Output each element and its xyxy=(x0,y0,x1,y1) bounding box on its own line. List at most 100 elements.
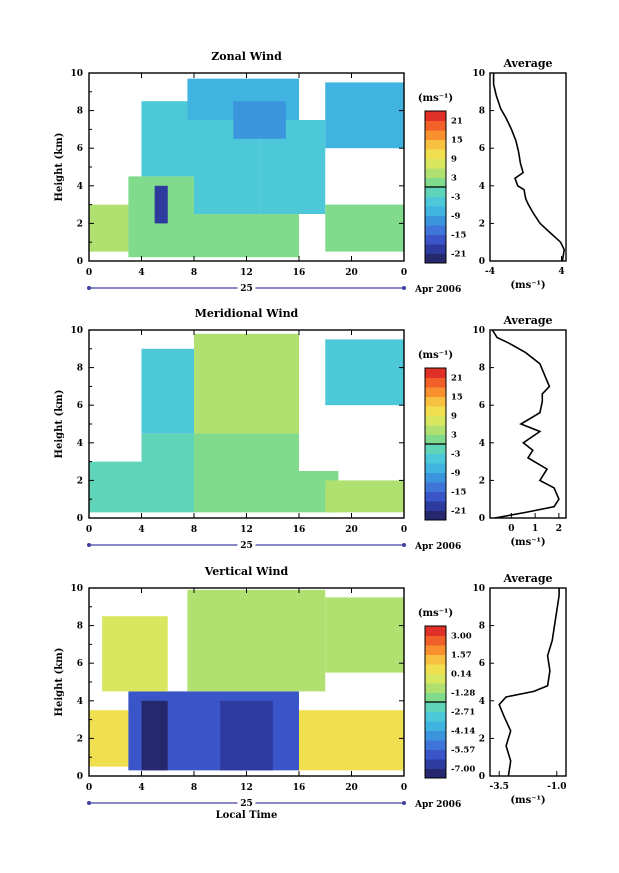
day-marker xyxy=(87,801,91,805)
y-tick-label: 8 xyxy=(77,622,83,632)
profile-y-tick-label: 4 xyxy=(479,439,485,449)
colorbar-swatch xyxy=(425,664,446,674)
colorbar-swatch xyxy=(425,702,446,712)
colorbar-swatch xyxy=(425,215,446,226)
x-tick-label: 0 xyxy=(86,525,92,535)
date-label: Apr 2006 xyxy=(414,542,461,552)
heatmap-cell xyxy=(194,433,299,513)
colorbar-swatch xyxy=(425,149,446,159)
heatmap-cell xyxy=(141,700,168,771)
date-label: Apr 2006 xyxy=(414,800,461,810)
y-tick-label: 2 xyxy=(77,476,83,486)
x-tick-label: 8 xyxy=(191,268,197,278)
heatmap-cell xyxy=(325,597,404,673)
colorbar-swatch xyxy=(425,683,446,693)
y-tick-label: 4 xyxy=(77,697,83,707)
y-tick-label: 4 xyxy=(77,439,83,449)
y-tick-label: 2 xyxy=(77,219,83,229)
heatmap-cell xyxy=(141,348,194,434)
profile-title: Average xyxy=(502,314,552,327)
y-tick-label: 6 xyxy=(77,144,83,154)
date-label: Apr 2006 xyxy=(414,285,461,295)
colorbar-swatch xyxy=(425,130,446,140)
colorbar-swatch xyxy=(425,453,446,464)
colorbar-swatch xyxy=(425,654,446,665)
heatmap-field xyxy=(89,333,404,513)
y-tick-label: 0 xyxy=(77,772,83,782)
x-tick-label: 20 xyxy=(345,783,358,793)
profile-x-tick-label: -1.0 xyxy=(547,782,566,792)
profile-y-tick-label: 0 xyxy=(479,257,485,267)
colorbar-swatch xyxy=(425,225,446,235)
colorbar-tick-label: -5.57 xyxy=(451,746,475,756)
y-tick-label: 0 xyxy=(77,514,83,524)
colorbar-tick-label: -7.00 xyxy=(451,765,475,775)
colorbar: (ms⁻¹) 21 15 9 3 -3 -9 -15 -21 xyxy=(418,350,466,521)
profile-y-tick-label: 6 xyxy=(479,144,485,154)
heatmap-cell xyxy=(154,185,168,224)
x-tick-label: 0 xyxy=(401,525,407,535)
colorbar-tick-label: -9 xyxy=(451,469,461,479)
profile-frame xyxy=(489,587,567,777)
colorbar-units: (ms⁻¹) xyxy=(418,93,453,104)
colorbar-swatch xyxy=(425,187,446,197)
colorbar-tick-label: -21 xyxy=(451,507,466,517)
profile-x-tick-label: -3.5 xyxy=(490,782,509,792)
colorbar-swatch xyxy=(425,177,446,188)
colorbar-swatch xyxy=(425,434,446,445)
colorbar-swatch xyxy=(425,158,446,169)
colorbar: (ms⁻¹) 21 15 9 3 -3 -9 -15 -21 xyxy=(418,93,466,264)
colorbar: (ms⁻¹) 3.00 1.57 0.14 -1.28 -2.71 -4.14 -5.57 -7… xyxy=(418,608,475,779)
colorbar-tick-label: 1.57 xyxy=(451,651,472,661)
x-tick-label: 0 xyxy=(86,783,92,793)
y-tick-label: 6 xyxy=(77,659,83,669)
colorbar-swatch xyxy=(425,749,446,760)
colorbar-swatch xyxy=(425,111,446,121)
colorbar-swatch xyxy=(425,234,446,245)
profile-y-tick-label: 4 xyxy=(479,697,485,707)
heatmap-cell xyxy=(194,214,299,258)
colorbar-tick-label: 21 xyxy=(451,374,463,384)
colorbar-swatch xyxy=(425,626,446,636)
colorbar-tick-label: -3 xyxy=(451,193,461,203)
y-tick-label: 10 xyxy=(70,69,83,79)
x-tick-label: 0 xyxy=(401,268,407,278)
profile-y-tick-label: 0 xyxy=(479,514,485,524)
colorbar-swatch xyxy=(425,645,446,655)
day-marker xyxy=(402,286,406,290)
profile-title: Average xyxy=(502,572,552,585)
panel-title: Zonal Wind xyxy=(211,50,282,63)
profile-x-label: (ms⁻¹) xyxy=(510,280,545,291)
heatmap-cell xyxy=(89,710,129,767)
x-tick-label: 0 xyxy=(401,783,407,793)
x-tick-label: 12 xyxy=(240,268,253,278)
heatmap-cell xyxy=(102,616,168,692)
colorbar-swatch xyxy=(425,472,446,483)
heatmap-cell xyxy=(187,589,326,692)
day-marker xyxy=(402,801,406,805)
colorbar-swatch xyxy=(425,721,446,731)
y-tick-label: 10 xyxy=(70,326,83,336)
profile-title: Average xyxy=(502,57,552,70)
x-tick-label: 20 xyxy=(345,268,358,278)
colorbar-tick-label: 15 xyxy=(451,136,463,146)
colorbar-swatch xyxy=(425,692,446,703)
colorbar-tick-label: -15 xyxy=(451,488,466,498)
heatmap-cell xyxy=(194,333,299,434)
colorbar-tick-label: 9 xyxy=(451,412,457,422)
colorbar-swatch xyxy=(425,368,446,378)
x-tick-label: 12 xyxy=(240,783,253,793)
profile-x-tick-label: 0 xyxy=(508,524,514,534)
colorbar-tick-label: 3 xyxy=(451,431,457,441)
colorbar-swatch xyxy=(425,673,446,684)
x-axis-label: Local Time xyxy=(216,810,278,821)
colorbar-tick-label: -9 xyxy=(451,212,461,222)
profile-x-tick-label: -4 xyxy=(485,267,495,277)
day-label: 25 xyxy=(240,541,253,551)
average-profile: Average 0 2 4 6 8 10 -4 4 (ms⁻¹) xyxy=(472,57,567,291)
x-tick-label: 8 xyxy=(191,783,197,793)
x-tick-label: 20 xyxy=(345,525,358,535)
y-tick-label: 2 xyxy=(77,734,83,744)
day-label-bg xyxy=(237,282,256,292)
